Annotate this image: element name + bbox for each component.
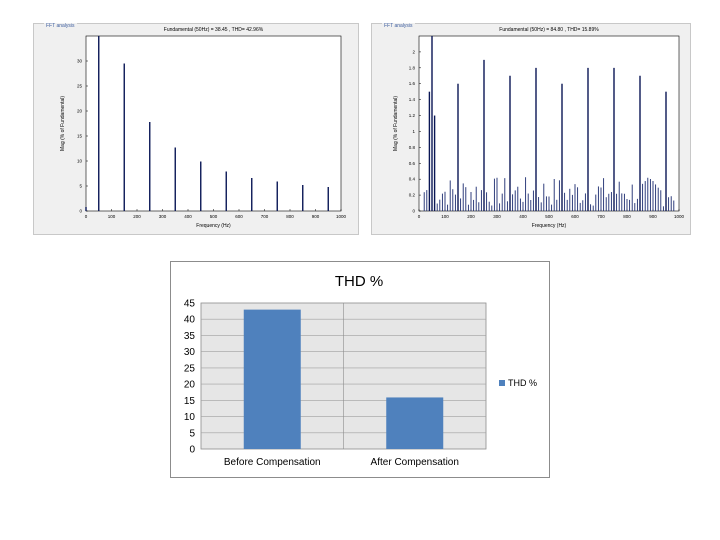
x-tick-label: 900 [312,214,320,219]
x-tick-label: 800 [286,214,294,219]
x-tick-label: 400 [519,214,527,219]
fft-chart-after: Fundamental (50Hz) = 84.80 , THD= 15.89%… [393,27,685,229]
y-tick-label: 0.2 [409,193,416,198]
y-tick-label: 30 [184,347,196,358]
category-label: After Compensation [371,457,459,468]
panel-title-left: FFT analysis [44,23,77,29]
x-tick-label: 0 [418,214,421,219]
x-tick-label: 100 [108,214,116,219]
y-tick-label: 0.6 [409,161,416,166]
fft-title: Fundamental (50Hz) = 38.45 , THD= 42.96% [164,27,264,33]
x-tick-label: 900 [649,214,657,219]
y-tick-label: 5 [189,428,195,439]
y-tick-label: 2 [412,49,415,54]
y-tick-label: 40 [184,315,196,326]
thd-bar [386,397,444,449]
y-tick-label: 0 [79,209,82,214]
y-tick-label: 1.8 [409,65,416,70]
y-tick-label: 0 [412,209,415,214]
x-tick-label: 600 [571,214,579,219]
y-tick-label: 1 [412,129,415,134]
y-tick-label: 0.4 [409,177,416,182]
x-tick-label: 700 [597,214,605,219]
y-tick-label: 1.2 [409,113,416,118]
x-axis-label: Frequency (Hz) [532,223,567,229]
x-tick-label: 200 [467,214,475,219]
thd-chart: THD % 0 5 10 15 20 25 30 35 40 45 Before Compensati… [184,273,537,468]
fft-chart-before: Fundamental (50Hz) = 38.45 , THD= 42.96%… [60,27,347,229]
fft-panel-before: FFT analysis Fundamental (50Hz) = 38.45 … [33,23,359,235]
y-tick-label: 0 [189,445,195,456]
plot-area [418,35,680,212]
x-tick-label: 1000 [336,214,347,219]
x-tick-label: 700 [261,214,269,219]
y-tick-label: 10 [77,159,83,164]
y-tick-label: 25 [77,84,83,89]
x-axis-label: Frequency (Hz) [196,223,231,229]
y-tick-label: 35 [184,331,196,342]
y-tick-label: 15 [77,134,83,139]
thd-bar [243,309,301,449]
x-tick-label: 100 [441,214,449,219]
x-tick-label: 800 [623,214,631,219]
fft-panel-after: FFT analysis Fundamental (50Hz) = 84.80 … [371,23,691,235]
y-tick-label: 0.8 [409,145,416,150]
y-tick-label: 15 [184,396,196,407]
x-tick-label: 600 [235,214,243,219]
category-label: Before Compensation [224,457,321,468]
x-tick-label: 0 [85,214,88,219]
y-tick-label: 1.4 [409,97,416,102]
y-tick-label: 20 [77,109,83,114]
y-tick-label: 30 [77,59,83,64]
x-tick-label: 300 [159,214,167,219]
y-tick-label: 10 [184,412,196,423]
y-tick-label: 1.6 [409,81,416,86]
y-tick-label: 45 [184,299,196,310]
x-tick-label: 200 [133,214,141,219]
legend-swatch [499,380,505,386]
y-tick-label: 5 [79,184,82,189]
plot-area [85,35,342,212]
x-tick-label: 500 [210,214,218,219]
x-tick-label: 300 [493,214,501,219]
y-axis-label: Mag (% of Fundamental) [393,96,399,151]
x-tick-label: 500 [545,214,553,219]
fft-title: Fundamental (50Hz) = 84.80 , THD= 15.89% [499,27,599,33]
x-tick-label: 1000 [674,214,685,219]
x-tick-label: 400 [184,214,192,219]
y-axis-label: Mag (% of Fundamental) [60,96,66,151]
y-tick-label: 20 [184,380,196,391]
y-tick-label: 25 [184,363,196,374]
thd-chart-frame: THD % 0 5 10 15 20 25 30 35 40 45 Before Compensati… [170,261,550,478]
legend-label: THD % [508,378,537,388]
thd-title: THD % [335,273,383,290]
panel-title-right: FFT analysis [382,23,415,29]
